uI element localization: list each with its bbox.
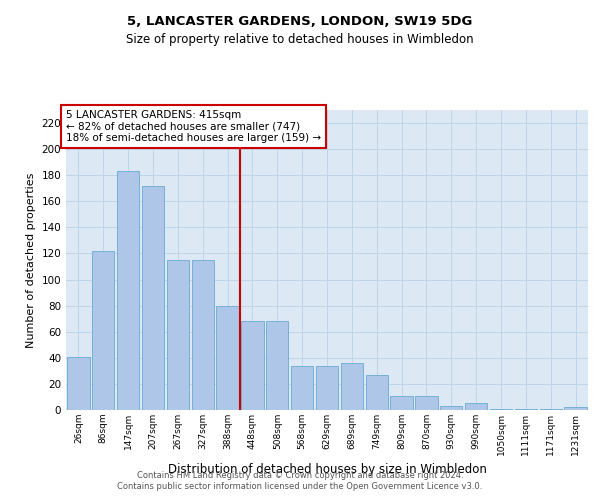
Bar: [167, 260, 189, 410]
Bar: [440, 406, 463, 410]
Bar: [191, 260, 214, 410]
Bar: [415, 396, 437, 410]
Y-axis label: Number of detached properties: Number of detached properties: [26, 172, 36, 348]
Bar: [92, 251, 115, 410]
Bar: [490, 408, 512, 410]
Bar: [341, 363, 363, 410]
Bar: [465, 404, 487, 410]
Bar: [539, 408, 562, 410]
Bar: [515, 408, 537, 410]
Bar: [365, 375, 388, 410]
Text: 5 LANCASTER GARDENS: 415sqm
← 82% of detached houses are smaller (747)
18% of se: 5 LANCASTER GARDENS: 415sqm ← 82% of det…: [66, 110, 321, 143]
Text: Contains public sector information licensed under the Open Government Licence v3: Contains public sector information licen…: [118, 482, 482, 491]
Bar: [266, 322, 289, 410]
Bar: [316, 366, 338, 410]
Text: 5, LANCASTER GARDENS, LONDON, SW19 5DG: 5, LANCASTER GARDENS, LONDON, SW19 5DG: [127, 15, 473, 28]
Bar: [391, 396, 413, 410]
Bar: [565, 408, 587, 410]
Bar: [67, 356, 89, 410]
Bar: [291, 366, 313, 410]
X-axis label: Distribution of detached houses by size in Wimbledon: Distribution of detached houses by size …: [167, 463, 487, 476]
Text: Contains HM Land Registry data © Crown copyright and database right 2024.: Contains HM Land Registry data © Crown c…: [137, 471, 463, 480]
Bar: [241, 322, 263, 410]
Bar: [142, 186, 164, 410]
Text: Size of property relative to detached houses in Wimbledon: Size of property relative to detached ho…: [126, 32, 474, 46]
Bar: [117, 172, 139, 410]
Bar: [217, 306, 239, 410]
